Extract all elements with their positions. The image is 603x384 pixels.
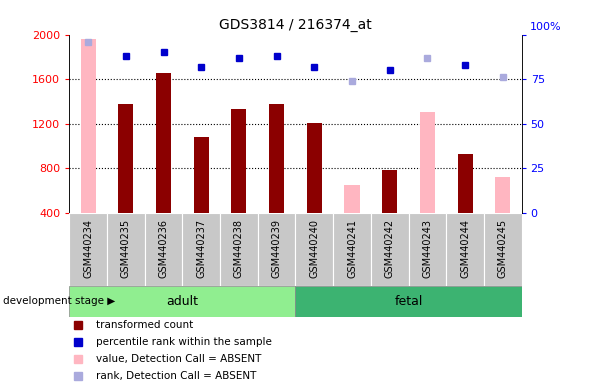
Bar [295,213,333,286]
Text: GSM440239: GSM440239 [271,219,282,278]
Bar [333,213,371,286]
Text: GSM440234: GSM440234 [83,219,93,278]
Bar [156,73,171,213]
Text: GSM440240: GSM440240 [309,219,320,278]
Bar [269,104,284,213]
Text: transformed count: transformed count [96,320,194,330]
Bar [446,213,484,286]
Bar [69,286,295,317]
Bar [382,170,397,213]
Text: GSM440241: GSM440241 [347,219,357,278]
Text: GSM440236: GSM440236 [159,219,169,278]
Bar [145,213,182,286]
Bar [194,137,209,213]
Bar [182,213,220,286]
Title: GDS3814 / 216374_at: GDS3814 / 216374_at [219,18,372,32]
Bar [295,286,522,317]
Text: GSM440242: GSM440242 [385,219,395,278]
Bar [344,185,359,213]
Text: GSM440237: GSM440237 [196,219,206,278]
Bar [107,213,145,286]
Text: GSM440238: GSM440238 [234,219,244,278]
Bar [81,39,96,213]
Text: GSM440235: GSM440235 [121,219,131,278]
Bar [484,213,522,286]
Text: GSM440244: GSM440244 [460,219,470,278]
Text: adult: adult [166,295,198,308]
Text: GSM440243: GSM440243 [422,219,432,278]
Bar [458,154,473,213]
Bar [409,213,446,286]
Text: percentile rank within the sample: percentile rank within the sample [96,337,273,347]
Bar [258,213,295,286]
Text: value, Detection Call = ABSENT: value, Detection Call = ABSENT [96,354,262,364]
Bar [69,213,107,286]
Bar [220,213,258,286]
Bar [307,123,322,213]
Text: rank, Detection Call = ABSENT: rank, Detection Call = ABSENT [96,371,257,381]
Bar [420,112,435,213]
Bar [371,213,409,286]
Bar [495,177,510,213]
Text: GSM440245: GSM440245 [497,219,508,278]
Text: development stage ▶: development stage ▶ [3,296,115,306]
Bar [232,109,247,213]
Bar [118,104,133,213]
Text: 100%: 100% [530,22,561,32]
Text: fetal: fetal [394,295,423,308]
